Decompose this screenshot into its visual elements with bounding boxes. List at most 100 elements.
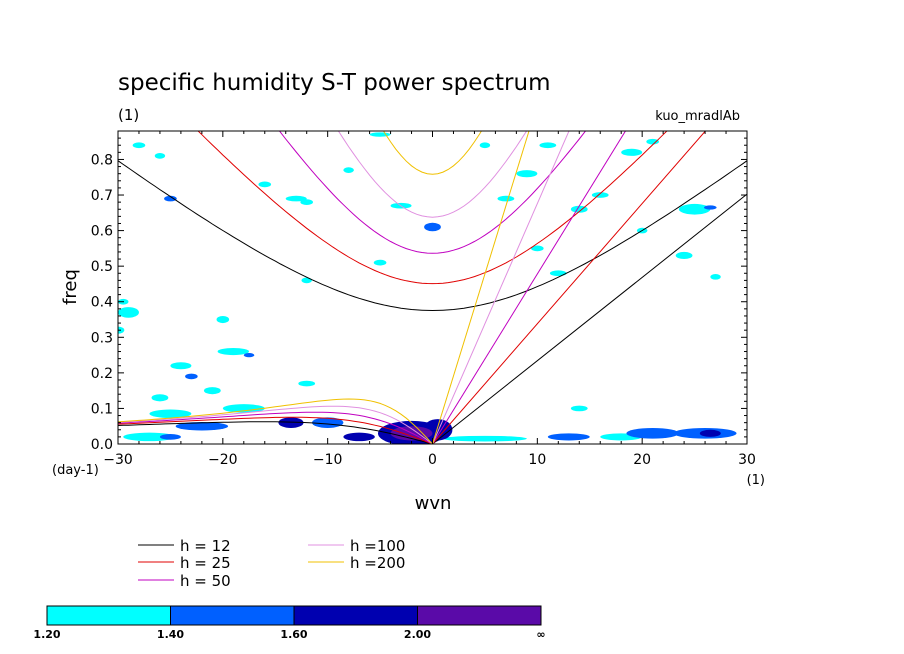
inertio-gravity-curve [383,131,482,175]
kelvin-curve [432,193,747,444]
x-tick-label: 0 [428,452,437,468]
shaded-region [497,195,515,202]
shaded-region [154,153,166,159]
shaded-region [123,432,176,442]
colorbar-swatch [170,605,295,626]
shaded-region [170,362,192,370]
axis-ticks: −30 −20 −10 0 10 20 30 0.0 0.1 0.2 0.3 0.4 0.5 0.6 0.7… [91,131,756,468]
x-tick-label: 10 [528,452,546,468]
shaded-region [298,380,316,387]
inertio-gravity-curve [278,131,587,254]
shaded-region [549,270,567,277]
shaded-region [570,405,588,412]
y-tick-label: 0.3 [91,330,113,346]
plot-frame [117,130,748,445]
shaded-region [216,315,230,324]
y-tick-label: 0.8 [91,152,113,168]
shaded-region [301,277,312,284]
shaded-region [621,148,643,156]
chart-subtitle-right: kuo_mradlAb [655,109,740,124]
x-tick-label: −10 [313,452,343,468]
y-tick-label: 0.0 [91,437,113,453]
colorbar-swatch [46,605,171,626]
contour-shading [118,132,737,444]
shaded-region [203,387,221,395]
kelvin-curve [432,131,570,444]
colorbar: 1.20 1.40 1.60 2.00 ∞ [33,605,546,641]
shaded-region [678,203,711,215]
colorbar-label: 2.00 [404,628,431,641]
y-unit-label: (day-1) [52,463,99,478]
y-tick-label: 0.4 [91,295,113,311]
shaded-region [675,251,693,260]
shaded-region [373,259,387,266]
shaded-region [699,429,721,437]
shaded-region [285,195,307,202]
shaded-region [311,417,344,428]
shaded-region [243,352,255,358]
shaded-region [175,421,229,431]
shaded-region [132,142,146,149]
shaded-region [710,273,721,280]
shaded-region [646,138,659,145]
shaded-region [479,142,491,149]
shaded-region [258,181,272,188]
y-tick-label: 0.2 [91,366,113,382]
y-tick-label: 0.5 [91,259,113,275]
shaded-region [149,409,192,419]
x-tick-label: −30 [103,452,133,468]
shaded-region [278,417,304,428]
rossby-curve [118,411,433,444]
shaded-region [704,205,717,210]
y-tick-label: 0.1 [91,401,113,417]
shaded-region [164,195,177,202]
kelvin-curve [432,131,627,444]
legend-label: h = 25 [180,554,231,572]
shaded-region [185,373,198,380]
shaded-region [159,434,181,440]
shaded-region [531,245,544,252]
kelvin-curve [432,131,707,444]
shaded-region [442,435,527,442]
shaded-region [424,222,441,232]
colorbar-label: 1.60 [280,628,307,641]
shaded-region [343,432,375,442]
rossby-curve [118,398,433,444]
x-tick-label: 30 [738,452,756,468]
colorbar-label: 1.40 [157,628,184,641]
shaded-region [626,427,679,439]
shaded-region [300,199,313,205]
rossby-curve [118,405,433,444]
shaded-region [343,167,354,173]
shaded-region [118,326,125,334]
shaded-region [118,307,139,318]
kelvin-curve [432,131,530,444]
shaded-region [516,170,538,178]
legend-label: h = 12 [180,537,231,555]
colorbar-label: ∞ [536,628,545,641]
y-tick-label: 0.7 [91,188,113,204]
legend-label: h = 50 [180,572,231,590]
shaded-region [222,404,265,413]
shaded-region [547,433,590,441]
chart-subtitle-left: (1) [118,106,139,124]
shaded-region [591,192,609,198]
shaded-region [151,394,169,402]
colorbar-swatch [293,605,418,626]
dispersion-curves [118,131,747,444]
legend-label: h =100 [350,537,405,555]
inertio-gravity-curve [118,160,747,312]
shaded-region [217,347,250,356]
rossby-curve [118,421,433,444]
x-axis-label: wvn [415,493,452,514]
inertio-gravity-curve [337,131,528,218]
shaded-region [369,132,391,137]
colorbar-label: 1.20 [33,628,60,641]
x-tick-label: −20 [208,452,238,468]
legend-label: h =200 [350,554,405,572]
y-axis-label: freq [60,269,81,305]
colorbar-swatch [417,605,542,626]
x-tick-label: 20 [633,452,651,468]
